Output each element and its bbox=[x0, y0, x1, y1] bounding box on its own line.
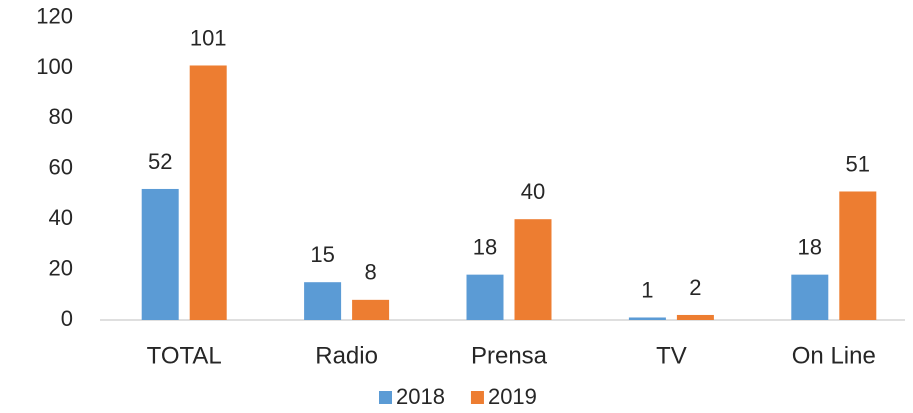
bar bbox=[628, 317, 666, 320]
data-label: 15 bbox=[310, 242, 334, 267]
bar bbox=[352, 299, 390, 320]
y-tick-label: 60 bbox=[49, 155, 73, 180]
data-label: 1 bbox=[641, 277, 653, 302]
legend-label: 2019 bbox=[488, 384, 537, 409]
x-tick-label: Radio bbox=[315, 342, 378, 369]
y-tick-label: 80 bbox=[49, 104, 73, 129]
y-tick-label: 0 bbox=[61, 306, 73, 331]
bar bbox=[839, 191, 877, 320]
data-label: 18 bbox=[798, 234, 822, 259]
x-tick-label: TV bbox=[656, 342, 687, 369]
bar bbox=[791, 274, 829, 320]
data-label: 52 bbox=[148, 149, 172, 174]
y-tick-label: 120 bbox=[36, 3, 73, 28]
data-label: 51 bbox=[846, 151, 870, 176]
data-label: 2 bbox=[689, 275, 701, 300]
bar bbox=[304, 282, 342, 320]
data-label: 18 bbox=[473, 234, 497, 259]
bar bbox=[189, 65, 227, 320]
bar bbox=[141, 188, 179, 320]
data-label: 101 bbox=[190, 25, 227, 50]
x-tick-label: Prensa bbox=[471, 342, 548, 369]
bar bbox=[676, 314, 714, 320]
data-label: 40 bbox=[521, 179, 545, 204]
legend-swatch bbox=[379, 391, 392, 404]
y-tick-label: 40 bbox=[49, 205, 73, 230]
legend-label: 2018 bbox=[396, 384, 445, 409]
x-tick-label: On Line bbox=[792, 342, 876, 369]
x-tick-label: TOTAL bbox=[147, 342, 222, 369]
y-tick-label: 20 bbox=[49, 255, 73, 280]
data-label: 8 bbox=[364, 260, 376, 285]
y-tick-label: 100 bbox=[36, 54, 73, 79]
legend-swatch bbox=[470, 391, 484, 404]
bar bbox=[514, 219, 552, 320]
bar bbox=[466, 274, 504, 320]
